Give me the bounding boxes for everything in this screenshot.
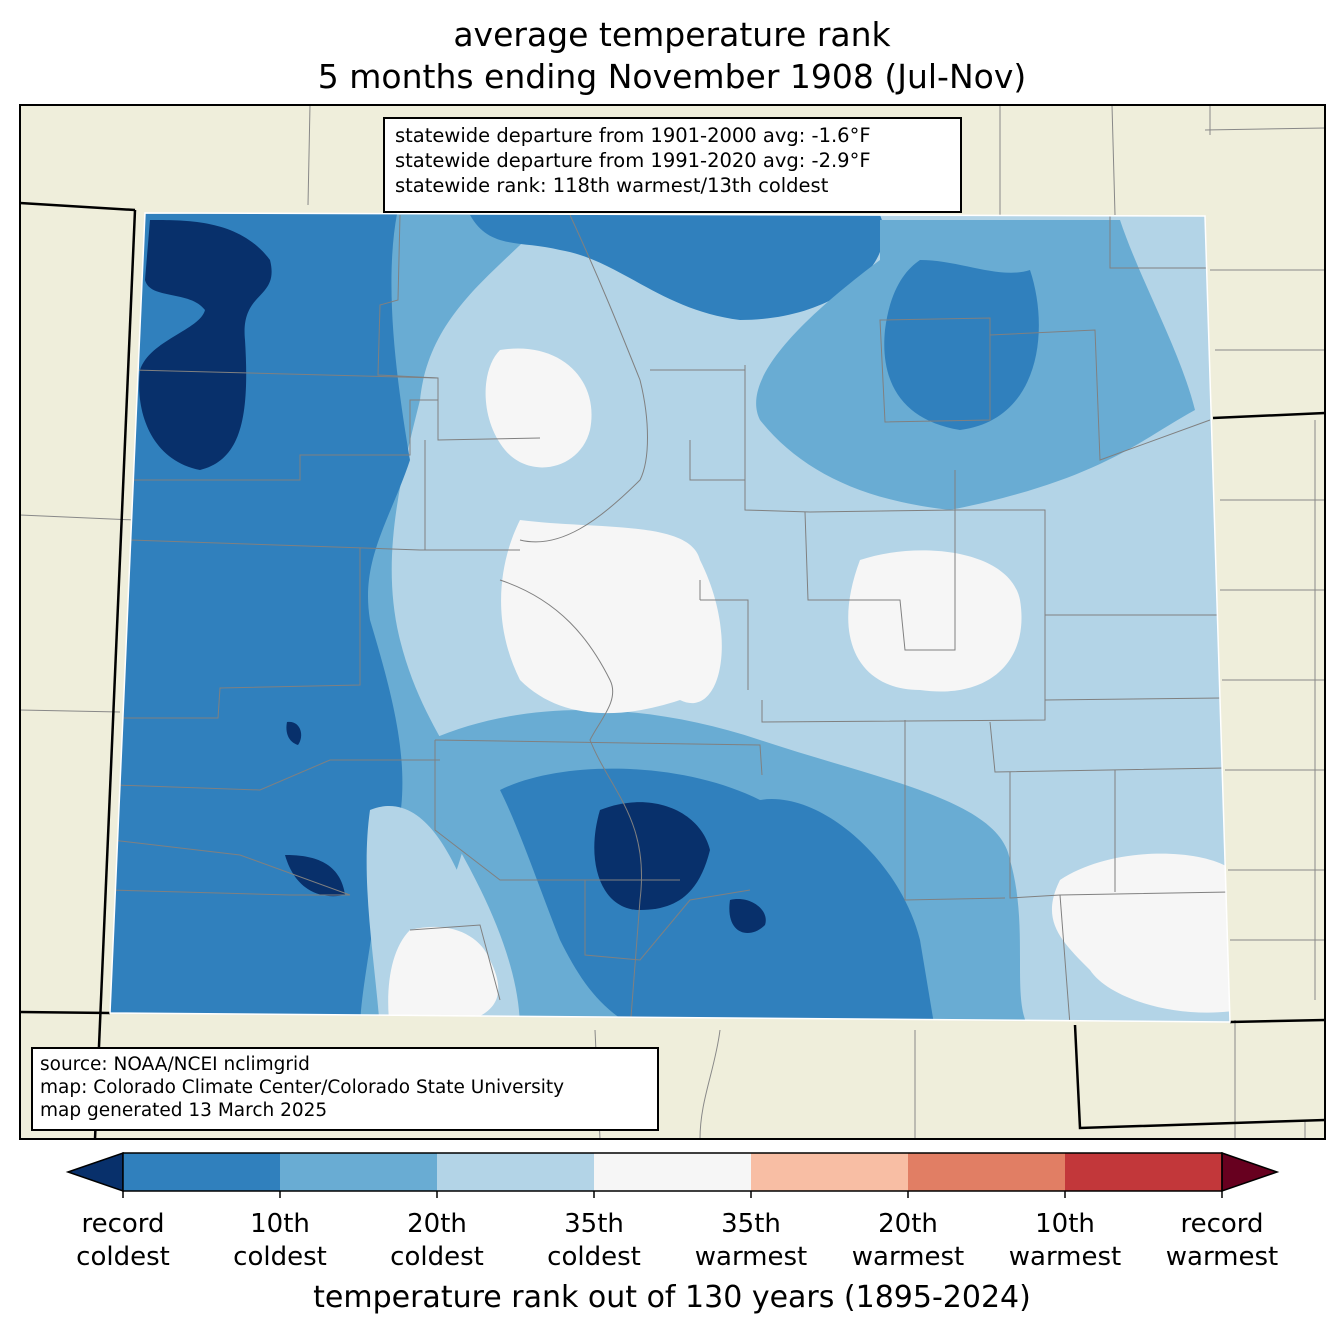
colorado-outline — [109, 212, 1231, 1023]
colorbar-tick-label: 35th coldest — [547, 1209, 641, 1272]
colorbar-tick-label: 10th coldest — [233, 1209, 327, 1272]
source-box: source: NOAA/NCEI nclimgrid map: Colorad… — [31, 1047, 659, 1131]
colorbar-bin — [123, 1153, 280, 1191]
map-subtitle: 5 months ending November 1908 (Jul-Nov) — [317, 57, 1027, 96]
statewide-stats-box: statewide departure from 1901-2000 avg: … — [383, 117, 962, 213]
colorbar — [65, 1151, 1280, 1198]
departure-1991-2020: statewide departure from 1991-2020 avg: … — [395, 149, 871, 172]
departure-1901-2000: statewide departure from 1901-2000 avg: … — [395, 124, 871, 147]
colorbar-tick-label: 10th warmest — [1008, 1209, 1122, 1272]
state-borders — [20, 201, 1325, 1139]
map-frame — [19, 104, 1326, 1140]
colorbar-max-extension — [1221, 1151, 1280, 1193]
colorbar-bin — [1065, 1153, 1222, 1191]
colorbar-tick-label: record warmest — [1165, 1209, 1279, 1272]
colorbar-title: temperature rank out of 130 years (1895-… — [313, 1280, 1031, 1315]
colorbar-tick-label: record coldest — [76, 1209, 170, 1272]
source-text: source: NOAA/NCEI nclimgrid — [40, 1054, 310, 1075]
colorbar-bin — [751, 1153, 908, 1191]
generated-date: map generated 13 March 2025 — [40, 1100, 328, 1121]
colorbar-tick-label: 35th warmest — [694, 1209, 808, 1272]
colorbar-bin — [280, 1153, 437, 1191]
colorado-rank-fill — [110, 213, 1230, 1022]
statewide-rank: statewide rank: 118th warmest/13th colde… — [395, 174, 829, 197]
map-title: average temperature rank — [453, 15, 891, 54]
colorbar-min-extension — [65, 1151, 124, 1193]
colorbar-bin — [437, 1153, 594, 1191]
colorbar-tick-label: 20th warmest — [851, 1209, 965, 1272]
county-lines — [110, 214, 1230, 1022]
colorbar-tick-label: 20th coldest — [390, 1209, 484, 1272]
map-credit: map: Colorado Climate Center/Colorado St… — [40, 1077, 565, 1098]
colorbar-bin — [594, 1153, 751, 1191]
colorbar-bin — [908, 1153, 1065, 1191]
